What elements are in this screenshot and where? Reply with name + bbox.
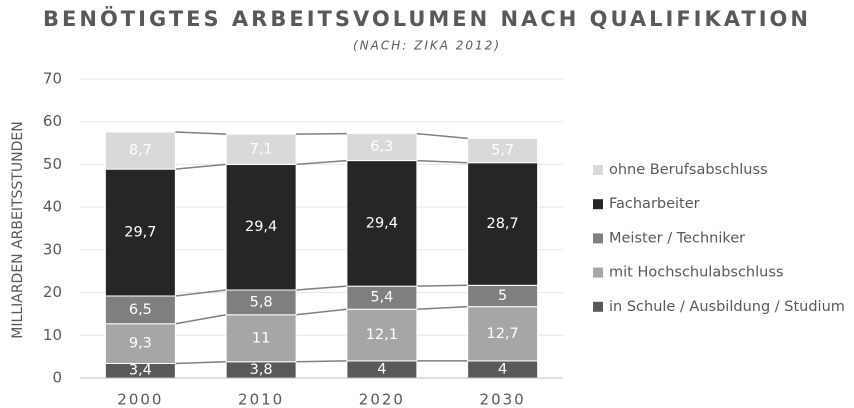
value-label: 4 [498, 361, 507, 377]
y-tick-label: 70 [43, 70, 62, 88]
legend-swatch [593, 301, 603, 312]
value-label: 4 [377, 361, 386, 377]
value-label: 5 [498, 288, 507, 304]
value-label: 29,7 [124, 225, 156, 241]
y-tick-label: 0 [52, 369, 62, 387]
value-label: 7,1 [250, 141, 273, 157]
legend-label: mit Hochschulabschluss [609, 265, 783, 281]
legend-swatch [593, 267, 603, 278]
series-line [296, 285, 347, 291]
legend-swatch [593, 199, 603, 210]
series-line [296, 308, 347, 316]
y-tick-label: 50 [43, 155, 62, 173]
series-line [175, 163, 227, 170]
x-tick-label: 2020 [359, 391, 405, 408]
legend-swatch [593, 233, 603, 244]
legend-swatch [593, 165, 603, 175]
bar-segment [467, 162, 539, 286]
value-label: 3,4 [129, 363, 152, 379]
bar-segment [225, 314, 297, 363]
value-label: 29,4 [366, 215, 398, 231]
bar-segment [104, 131, 176, 170]
legend-label: ohne Berufsabschluss [609, 162, 768, 178]
y-tick-label: 20 [43, 283, 62, 301]
y-axis-label: MILLIARDEN ARBEITSSTUNDEN [10, 121, 26, 338]
series-line [416, 159, 468, 164]
series-line [296, 360, 347, 363]
value-label: 5,8 [250, 294, 273, 310]
value-label: 28,7 [486, 216, 518, 232]
bar-segment [225, 133, 297, 165]
series-line [416, 132, 468, 140]
chart-subtitle: (NACH: ZIKA 2012) [353, 39, 501, 53]
value-label: 9,3 [129, 336, 152, 352]
series-line [175, 131, 227, 135]
bar-segment [346, 133, 418, 162]
y-tick-label: 10 [43, 326, 62, 344]
x-tick-label: 2000 [117, 391, 163, 408]
chart-title: BENÖTIGTES ARBEITSVOLUMEN NACH QUALIFIKA… [43, 6, 811, 31]
series-line [175, 314, 227, 325]
bar-segment [104, 168, 176, 297]
value-label: 5,4 [370, 290, 393, 306]
value-label: 6,3 [370, 139, 393, 155]
value-label: 6,5 [129, 302, 152, 318]
bar-segment [225, 163, 297, 291]
bar-segment [225, 289, 297, 316]
y-tick-label: 40 [43, 198, 62, 216]
legend-label: in Schule / Ausbildung / Studium [609, 299, 845, 315]
legend-label: Meister / Techniker [609, 230, 745, 246]
value-label: 11 [252, 330, 270, 346]
y-tick-label: 30 [43, 240, 62, 258]
series-line [416, 305, 468, 310]
bar-segment [104, 295, 176, 325]
series-line [416, 284, 468, 287]
value-label: 8,7 [129, 143, 152, 159]
x-tick-label: 2010 [238, 391, 284, 408]
bar-segment [346, 160, 418, 287]
value-label: 12,1 [366, 327, 398, 343]
legend-label: Facharbeiter [609, 196, 700, 212]
value-label: 5,7 [491, 143, 514, 159]
series-line [175, 361, 227, 365]
bar-segment [467, 137, 539, 164]
series-line [175, 289, 227, 297]
x-tick-label: 2030 [480, 391, 526, 408]
value-label: 12,7 [486, 326, 518, 342]
y-tick-label: 60 [43, 112, 62, 130]
series-line [296, 159, 347, 166]
value-label: 3,8 [250, 362, 273, 378]
value-label: 29,4 [245, 219, 277, 235]
